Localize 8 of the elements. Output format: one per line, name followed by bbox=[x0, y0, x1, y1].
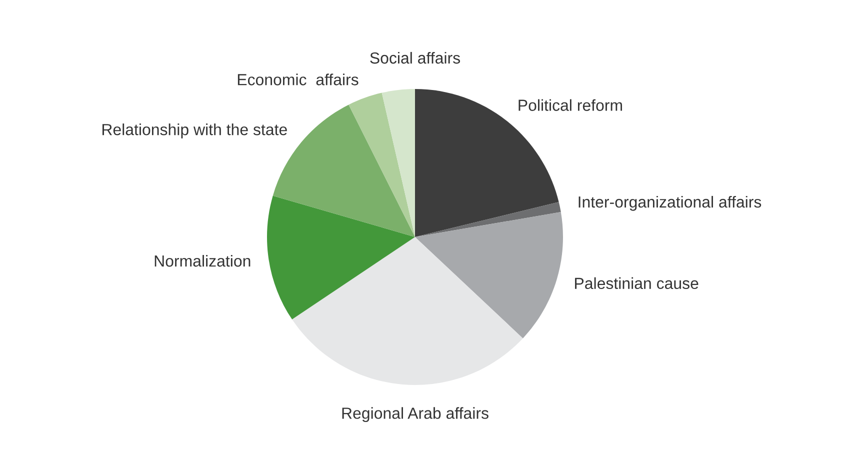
slice-label: Political reform bbox=[518, 99, 622, 111]
slice-label: Palestinian cause bbox=[575, 277, 698, 290]
slice-label: Relationship with the state bbox=[102, 123, 287, 138]
slice-label: Normalization bbox=[154, 254, 250, 267]
slice-label: Regional Arab affairs bbox=[342, 407, 488, 422]
slice-label: Social affairs bbox=[370, 52, 460, 64]
slice-label: Inter-organizational affairs bbox=[578, 196, 762, 211]
slice-label: Economic affairs bbox=[238, 74, 358, 86]
